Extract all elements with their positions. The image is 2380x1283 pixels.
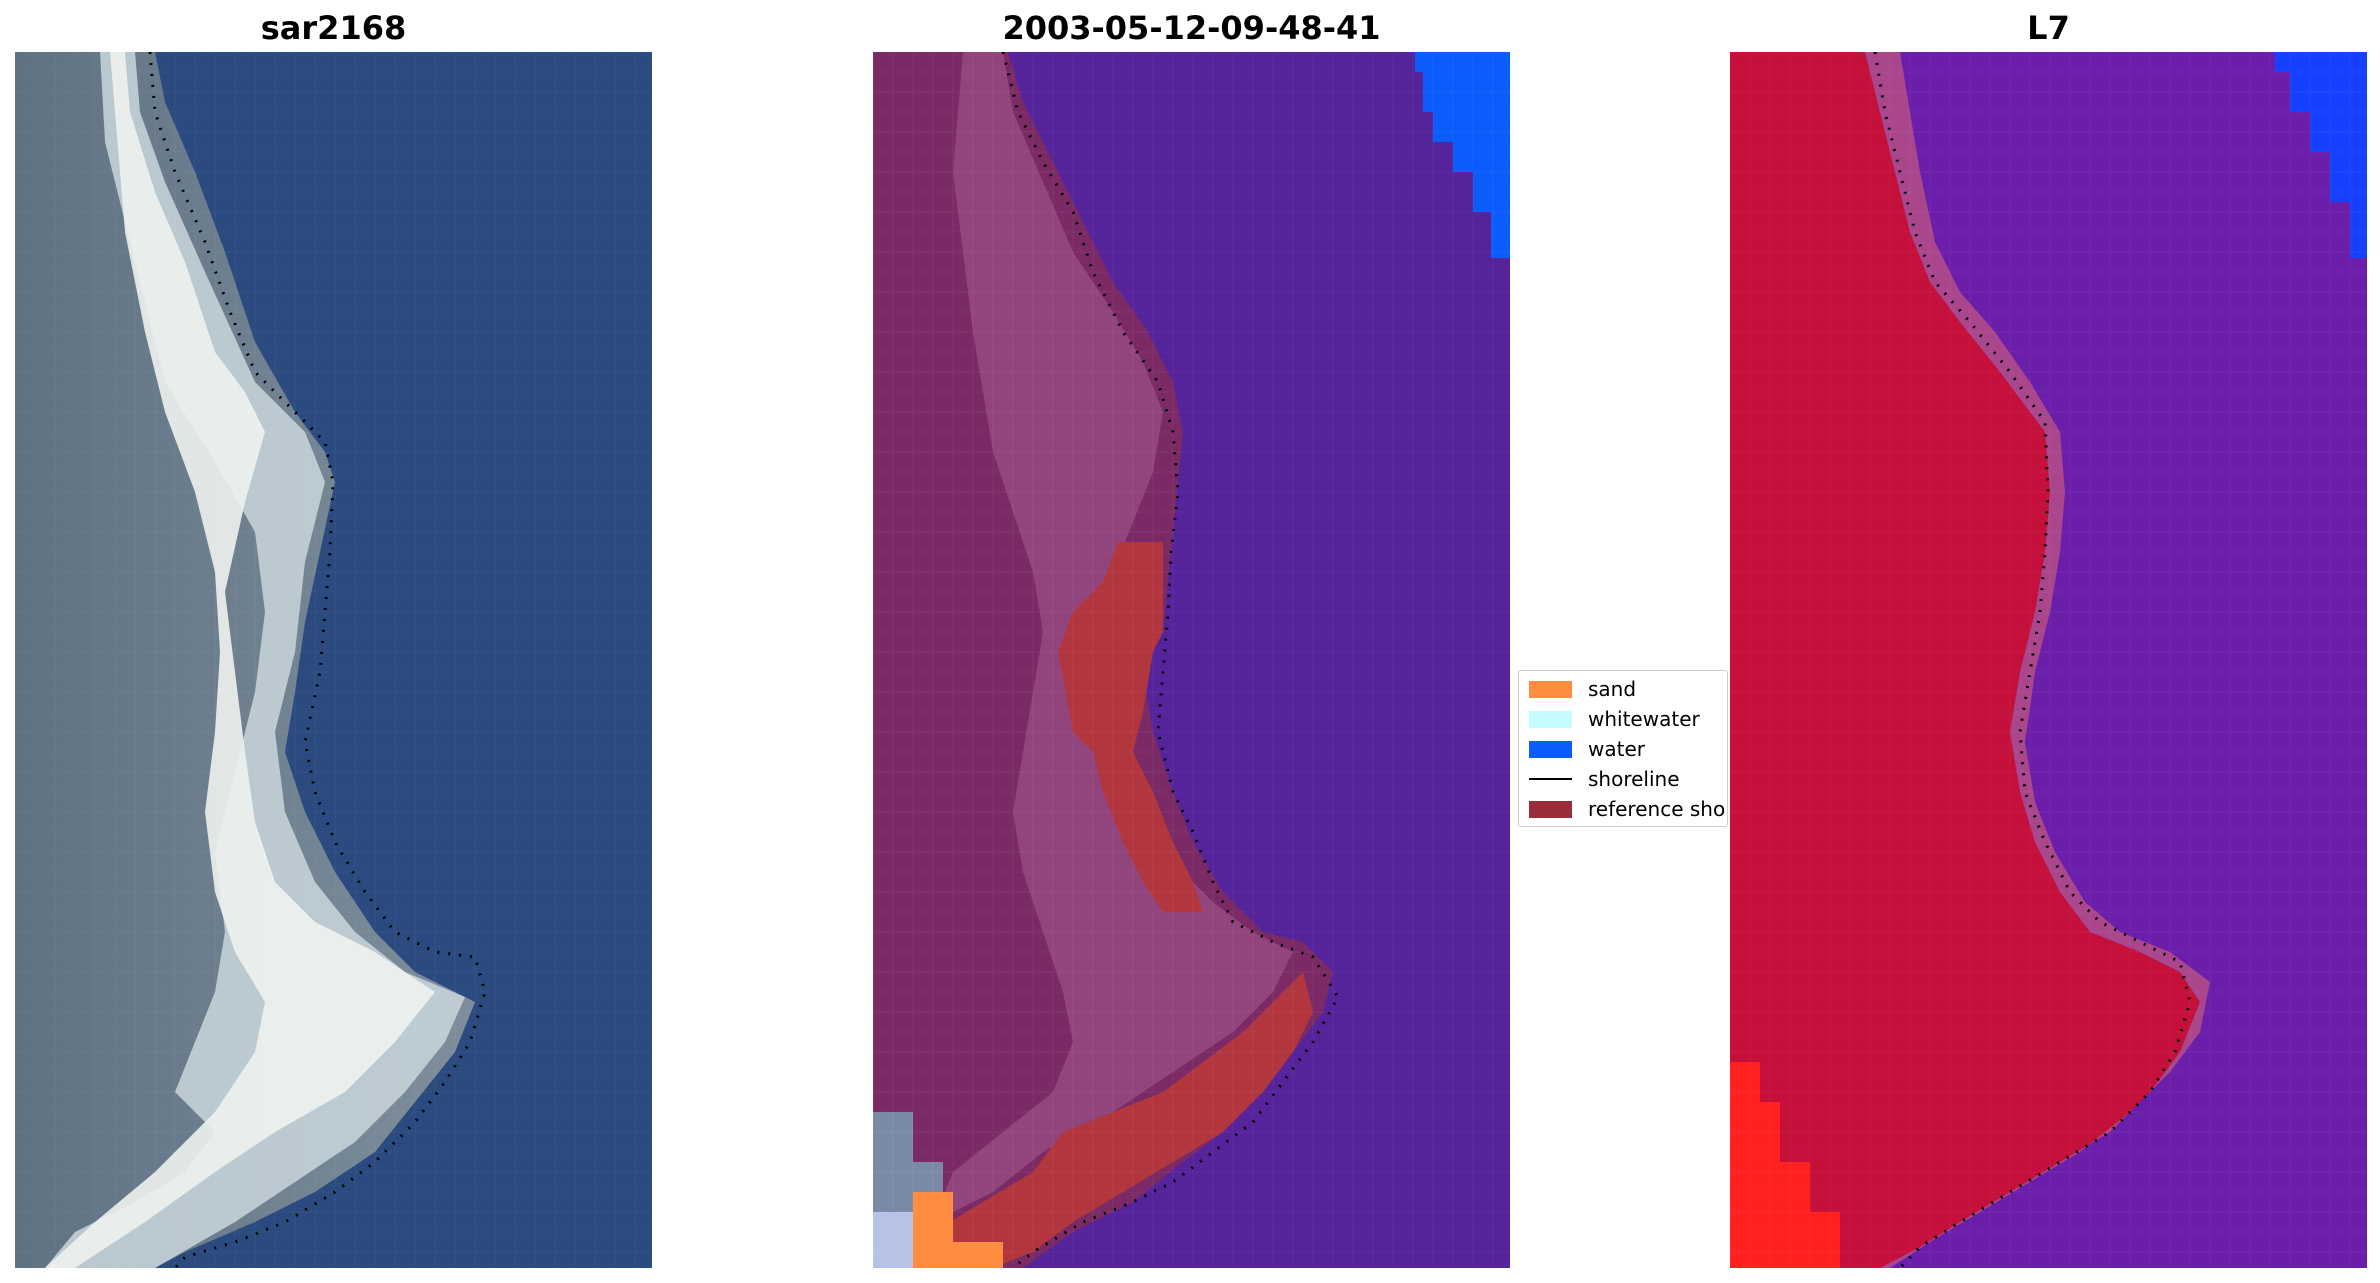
classification-image [873,52,1510,1268]
legend-label-whitewater: whitewater [1588,707,1700,731]
legend-swatch-sand [1529,680,1572,698]
legend-item-sand: sand [1529,677,1636,701]
legend-label-water: water [1588,737,1645,761]
classification-image-svg [873,52,1510,1268]
panel-title-date: 2003-05-12-09-48-41 [1002,9,1381,47]
legend-line-shoreline [1529,778,1572,780]
legend-swatch-water [1529,740,1572,758]
legend-label-reference: reference sho [1588,797,1726,821]
nir-image-svg [1730,52,2367,1268]
nir-shoreline [1873,52,2192,1268]
legend-item-water: water [1529,737,1645,761]
legend-item-shoreline: shoreline [1529,767,1680,791]
legend: sand whitewater water shoreline referenc… [1518,670,1728,827]
legend-item-whitewater: whitewater [1529,707,1700,731]
rgb-satellite-image [15,52,652,1268]
legend-swatch-whitewater [1529,710,1572,728]
panel-title-sensor: L7 [2027,9,2070,47]
rgb-image-svg [15,52,652,1268]
legend-item-reference-shoreline: reference sho [1529,797,1725,821]
legend-swatch-reference [1529,800,1572,818]
panel-title-rgb: sar2168 [260,9,407,47]
legend-label-sand: sand [1588,677,1637,701]
legend-label-shoreline: shoreline [1588,767,1680,791]
nir-false-color-image [1730,52,2367,1268]
